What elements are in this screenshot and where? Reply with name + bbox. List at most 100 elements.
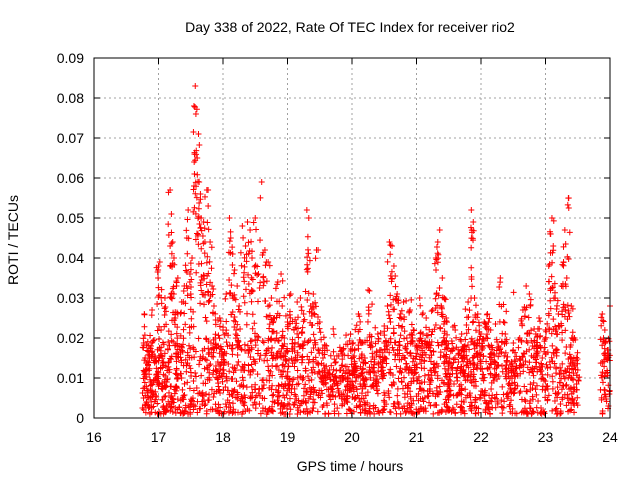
roti-point <box>289 360 296 367</box>
axis-ticks: 16 17 18 19 20 21 22 23 24 0 0.01 0.02 0.03 0.04 0.05 0… <box>57 50 618 445</box>
roti-point <box>445 393 452 400</box>
roti-point <box>268 407 275 414</box>
roti-point <box>563 275 570 281</box>
roti-point <box>552 406 559 413</box>
roti-point <box>174 353 181 360</box>
roti-point <box>291 400 298 407</box>
roti-point <box>273 335 280 342</box>
roti-point <box>161 323 168 330</box>
roti-point <box>168 331 175 338</box>
roti-point <box>320 334 327 341</box>
roti-point <box>187 283 194 290</box>
roti-point <box>141 357 148 364</box>
roti-point <box>169 395 176 402</box>
x-tick-label: 22 <box>473 429 489 445</box>
roti-point <box>396 350 403 357</box>
roti-point <box>366 287 373 294</box>
roti-point <box>419 331 426 337</box>
roti-point <box>429 307 436 313</box>
roti-point <box>415 373 422 380</box>
roti-point <box>294 299 301 305</box>
roti-point <box>316 319 323 325</box>
roti-point <box>153 264 160 271</box>
roti-point <box>356 403 363 410</box>
roti-point <box>599 379 606 386</box>
y-tick-label: 0 <box>76 410 84 426</box>
roti-point <box>248 298 255 305</box>
roti-point <box>202 401 209 408</box>
roti-point <box>410 327 417 333</box>
roti-point <box>240 234 247 241</box>
roti-point <box>606 390 613 397</box>
roti-point <box>434 372 441 379</box>
roti-point <box>187 260 194 267</box>
roti-point <box>157 347 164 354</box>
roti-point <box>273 314 280 321</box>
roti-point <box>525 314 532 321</box>
roti-point <box>532 386 539 393</box>
roti-point <box>472 399 479 406</box>
roti-point <box>197 300 204 307</box>
roti-point <box>527 397 534 404</box>
roti-point <box>206 297 213 304</box>
roti-point <box>450 345 457 352</box>
roti-point <box>530 379 537 386</box>
roti-point <box>507 386 514 393</box>
roti-point <box>486 364 493 371</box>
roti-point <box>327 352 334 359</box>
roti-point <box>418 386 425 393</box>
roti-point <box>167 383 174 390</box>
roti-point <box>544 382 551 389</box>
roti-point <box>558 386 565 393</box>
roti-point <box>270 355 277 362</box>
roti-point <box>237 397 244 404</box>
roti-point <box>165 346 172 353</box>
roti-point <box>434 239 441 245</box>
roti-point <box>174 324 181 331</box>
roti-point <box>210 394 217 401</box>
roti-point <box>228 345 235 352</box>
roti-point <box>154 327 161 334</box>
roti-point <box>418 337 425 344</box>
roti-point <box>550 316 557 323</box>
roti-point <box>544 320 551 327</box>
roti-point <box>285 363 292 370</box>
roti-point <box>204 253 211 260</box>
roti-point <box>465 326 472 333</box>
roti-point <box>381 389 388 396</box>
roti-point <box>462 386 469 393</box>
roti-point <box>205 226 212 233</box>
roti-point <box>170 338 177 345</box>
roti-point <box>294 330 301 337</box>
roti-point <box>428 338 435 345</box>
roti-point <box>424 393 431 400</box>
roti-point <box>441 337 448 344</box>
roti-point <box>487 410 494 417</box>
roti-point <box>527 296 534 303</box>
roti-point <box>323 363 330 370</box>
roti-point <box>312 255 319 262</box>
y-tick-label: 0.03 <box>57 290 84 306</box>
roti-point <box>547 305 554 312</box>
roti-point <box>378 363 385 370</box>
roti-point <box>210 285 217 292</box>
roti-point <box>364 410 371 417</box>
roti-point <box>394 297 401 304</box>
roti-point <box>371 364 378 371</box>
roti-point <box>314 408 321 415</box>
roti-point <box>209 371 216 378</box>
roti-point <box>247 227 254 233</box>
roti-point <box>289 348 296 355</box>
roti-point <box>314 313 321 320</box>
roti-point <box>563 368 570 375</box>
roti-point <box>462 377 469 384</box>
roti-point <box>501 319 508 326</box>
roti-point <box>241 341 248 348</box>
roti-point <box>170 291 177 298</box>
roti-point <box>538 375 545 382</box>
roti-point <box>150 337 157 344</box>
roti-point <box>502 331 509 338</box>
roti-point <box>431 326 438 333</box>
roti-point <box>574 394 581 401</box>
roti-point <box>342 363 349 370</box>
